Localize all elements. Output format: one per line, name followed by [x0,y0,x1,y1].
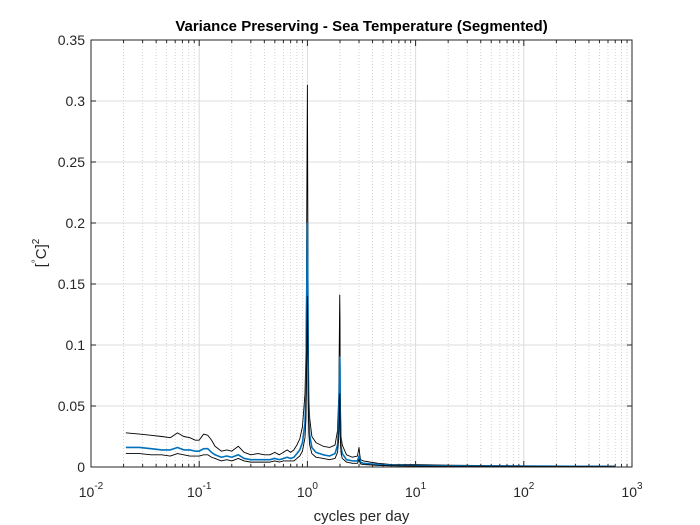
series-line-upper [125,84,616,467]
y-tick-label: 0.35 [58,32,85,48]
plot-box [90,39,633,468]
x-tick-label: 101 [405,481,427,500]
series-group [125,84,616,468]
y-tick-label: 0 [77,459,85,475]
chart-title: Variance Preserving - Sea Temperature (S… [175,18,547,35]
y-tick-label: 0.3 [66,93,86,109]
y-axis-label-open: [ [33,262,50,267]
y-axis-label: [°C]2 [31,238,50,267]
y-axis-label-exponent: 2 [31,238,42,244]
y-axis-label-degree: ° [31,259,42,263]
y-tick-label: 0.15 [58,276,85,292]
svg-text:[°C]2: [°C]2 [31,238,50,267]
y-axis-label-unit: C] [33,244,50,259]
x-axis-label: cycles per day [314,508,410,525]
x-tick-label: 102 [513,481,535,500]
series-line-lower [125,295,616,468]
y-tick-label: 0.25 [58,154,85,170]
y-tick-label: 0.1 [66,337,86,353]
x-tick-label: 10-1 [187,481,212,500]
x-tick-label: 103 [621,481,643,500]
y-tick-label: 0.2 [66,215,86,231]
series-line-estimate [125,222,616,468]
ticks: 0 0.05 0.1 0.15 0.2 0.25 0.3 0.35 10-2 10-1 100 101… [58,32,643,500]
y-tick-label: 0.05 [58,398,85,414]
plot-area [91,40,632,467]
x-tick-label: 100 [297,481,319,500]
x-tick-label: 10-2 [79,481,104,500]
